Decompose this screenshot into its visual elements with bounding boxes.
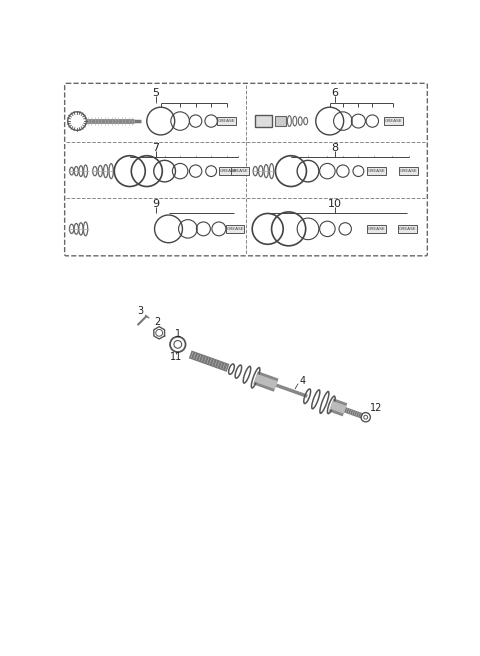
Text: GREASE: GREASE xyxy=(219,169,237,173)
Text: 6: 6 xyxy=(332,88,338,98)
Bar xyxy=(399,167,418,175)
Text: GREASE: GREASE xyxy=(400,169,418,173)
Bar xyxy=(367,224,385,233)
Text: 12: 12 xyxy=(371,403,383,413)
Bar xyxy=(219,167,238,175)
Bar xyxy=(384,117,403,125)
Text: GREASE: GREASE xyxy=(227,227,244,231)
Text: GREASE: GREASE xyxy=(218,119,235,123)
Text: 8: 8 xyxy=(332,143,339,153)
Text: 10: 10 xyxy=(328,199,342,209)
Text: GREASE: GREASE xyxy=(367,227,385,231)
Text: 2: 2 xyxy=(155,317,161,327)
Text: GREASE: GREASE xyxy=(384,119,402,123)
Text: 3: 3 xyxy=(138,306,144,316)
Bar xyxy=(230,167,249,175)
Bar xyxy=(217,117,236,125)
Bar xyxy=(398,224,417,233)
Text: GREASE: GREASE xyxy=(367,169,385,173)
Bar xyxy=(276,117,286,126)
Text: GREASE: GREASE xyxy=(231,169,249,173)
Text: 4: 4 xyxy=(300,375,306,386)
Text: 11: 11 xyxy=(170,352,182,363)
Bar xyxy=(367,167,385,175)
Text: 5: 5 xyxy=(153,88,159,98)
Text: 9: 9 xyxy=(153,199,160,209)
Text: GREASE: GREASE xyxy=(398,227,416,231)
Text: 7: 7 xyxy=(153,143,160,153)
Bar xyxy=(226,224,244,233)
Text: 1: 1 xyxy=(175,329,181,339)
Bar xyxy=(255,115,272,127)
